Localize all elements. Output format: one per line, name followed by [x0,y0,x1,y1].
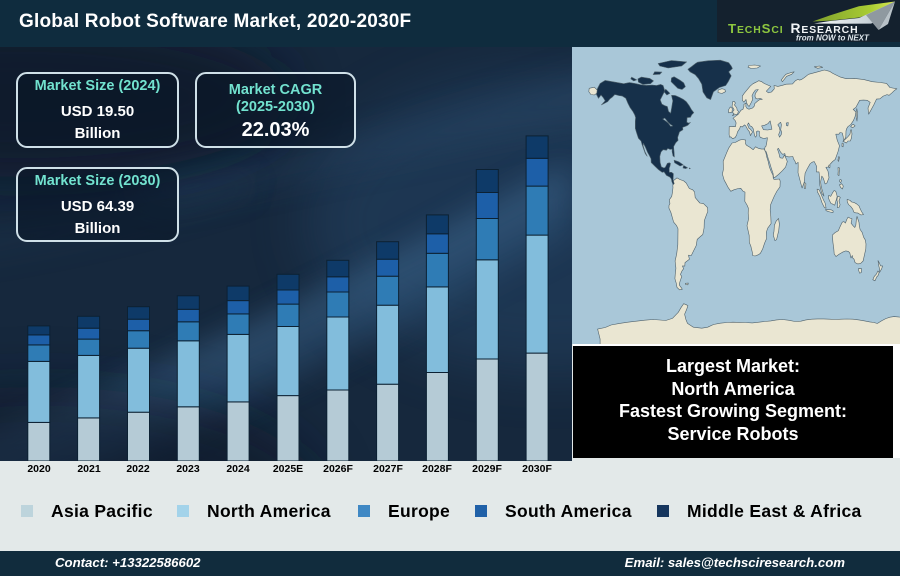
svg-text:TECHSCI: TECHSCI [728,21,784,36]
svg-text:RESEARCH: RESEARCH [791,21,859,36]
svg-text:from NOW to NEXT: from NOW to NEXT [796,34,870,43]
